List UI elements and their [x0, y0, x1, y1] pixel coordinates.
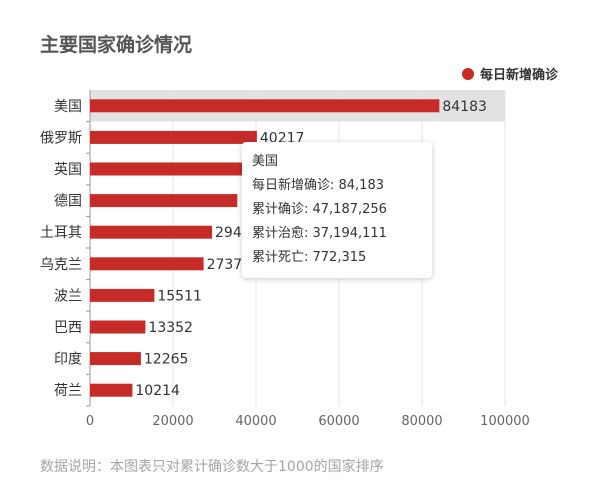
data-label: 84183: [442, 99, 487, 115]
chart-title: 主要国家确诊情况: [40, 34, 193, 56]
bar: [90, 352, 141, 366]
data-label: 2737: [207, 257, 243, 273]
tooltip-row-deaths: 累计死亡: 772,315: [252, 250, 367, 265]
tooltip: 美国 每日新增确诊: 84,183 累计确诊: 47,187,256 累计治愈:…: [242, 142, 432, 278]
data-label: 294: [215, 225, 242, 241]
category-label: 巴西: [54, 320, 82, 336]
tooltip-row-total: 累计确诊: 47,187,256: [252, 202, 387, 217]
bar: [90, 225, 213, 239]
x-tick-label: 40000: [235, 414, 276, 429]
x-tick-label: 100000: [480, 414, 530, 429]
tooltip-row-recovered: 累计治愈: 37,194,111: [252, 226, 387, 241]
legend[interactable]: 每日新增确诊: [461, 64, 558, 83]
bar: [90, 383, 133, 397]
legend-label: 每日新增确诊: [479, 68, 558, 83]
category-label: 印度: [54, 352, 82, 368]
x-tick-label: 20000: [152, 414, 193, 429]
bar: [90, 320, 146, 334]
tooltip-title: 美国: [252, 154, 279, 169]
data-label: 12265: [144, 352, 189, 368]
data-label: 10214: [135, 383, 180, 399]
bar: [90, 194, 238, 208]
category-label: 波兰: [54, 288, 82, 304]
x-tick-label: 80000: [401, 414, 442, 429]
category-label: 乌克兰: [40, 257, 82, 273]
bar: [90, 257, 204, 271]
category-label: 美国: [54, 99, 82, 115]
category-label: 土耳其: [40, 225, 82, 241]
legend-marker: [461, 67, 474, 80]
footnote: 数据说明：本图表只对累计确诊数大于1000的国家排序: [40, 459, 384, 475]
category-label: 英国: [54, 161, 82, 178]
bar: [90, 99, 440, 113]
category-label: 俄罗斯: [40, 130, 82, 146]
category-label: 荷兰: [54, 383, 82, 399]
bar: [90, 130, 257, 144]
x-tick-label: 0: [86, 414, 94, 429]
data-label: 13352: [148, 320, 193, 336]
data-label: 15511: [157, 288, 202, 304]
category-label: 德国: [54, 194, 82, 210]
tooltip-row-daily: 每日新增确诊: 84,183: [252, 178, 384, 193]
bar: [90, 288, 155, 302]
x-tick-label: 60000: [318, 414, 359, 429]
bar: [90, 162, 252, 176]
